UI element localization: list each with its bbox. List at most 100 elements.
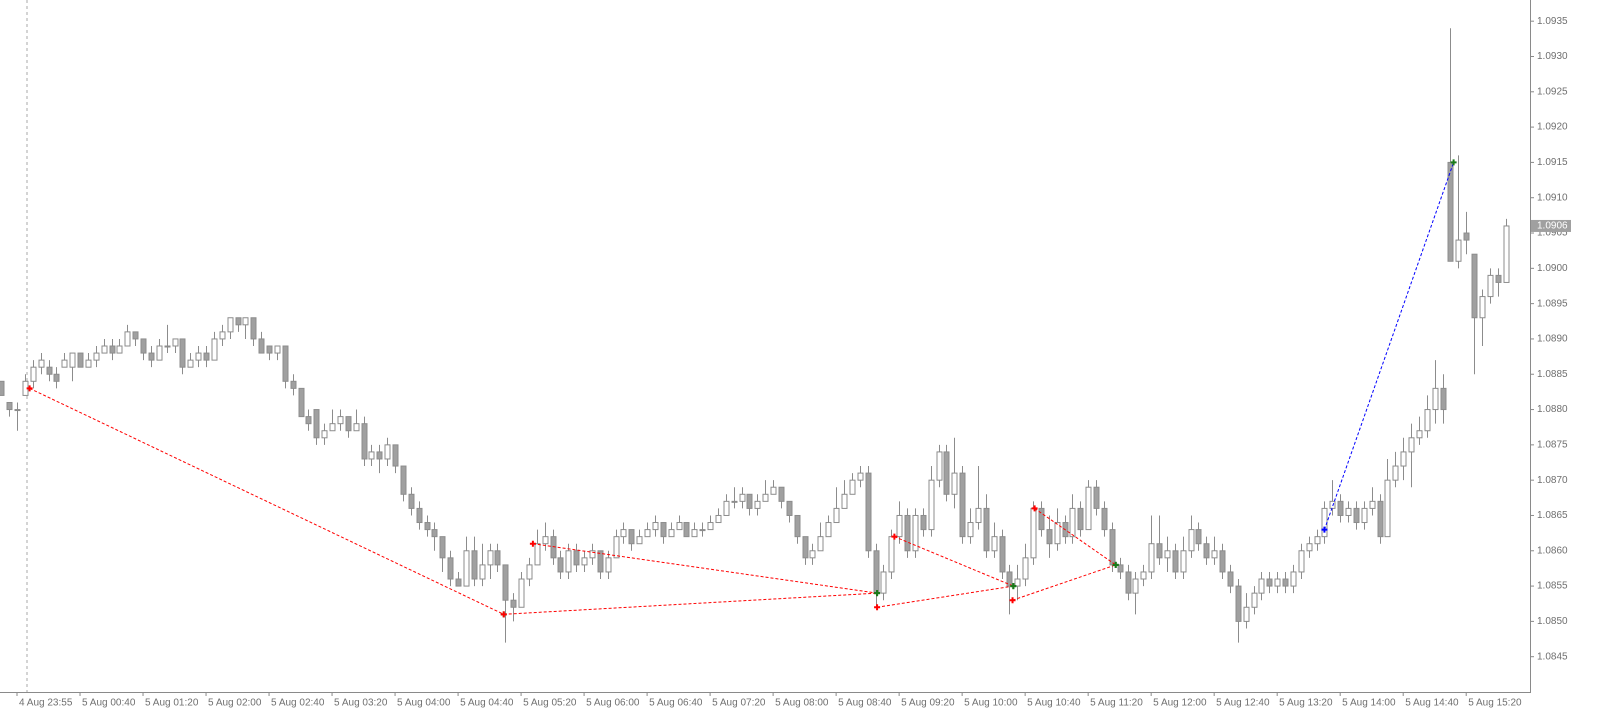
candle-body [1447, 161, 1454, 262]
candle-body [172, 338, 179, 347]
candle-body [337, 416, 344, 425]
candle-body [211, 338, 218, 361]
candle-body [502, 564, 509, 601]
x-tick-label: 5 Aug 06:00 [586, 698, 640, 709]
candle-body [416, 507, 423, 524]
x-tick-label: 5 Aug 14:40 [1405, 698, 1459, 709]
candle-body [1054, 522, 1061, 545]
candle-body [510, 599, 517, 608]
candle-body [912, 514, 919, 552]
trade-line [1034, 507, 1117, 566]
candle-body [1140, 571, 1147, 580]
y-tick-label: 1.0860 [1537, 545, 1568, 556]
candle-body [1030, 507, 1037, 559]
candle-body [1188, 529, 1195, 552]
candle-body [620, 529, 627, 538]
candle-body [1487, 274, 1494, 298]
candle-body [148, 352, 155, 361]
x-tick-label: 5 Aug 15:20 [1468, 698, 1522, 709]
y-tick-label: 1.0915 [1537, 157, 1568, 168]
candle-body [479, 564, 486, 580]
candle-body [77, 352, 84, 368]
trade-line [503, 592, 878, 615]
x-tick-label: 5 Aug 12:00 [1153, 698, 1207, 709]
candle-body [936, 451, 943, 481]
trade-marker [1031, 505, 1038, 512]
trade-line [29, 387, 504, 615]
y-tick-label: 1.0920 [1537, 122, 1568, 133]
candle-body [857, 472, 864, 481]
candle-body [526, 564, 533, 580]
trade-marker [874, 604, 881, 611]
candle-body [313, 409, 320, 439]
candle-body [676, 522, 683, 531]
candle-body [431, 529, 438, 538]
candle-body [739, 493, 746, 502]
candle-body [1408, 437, 1415, 453]
candle-body [274, 345, 281, 354]
candle-body [597, 550, 604, 573]
candle-body [392, 444, 399, 467]
candle-body [0, 380, 5, 396]
candle-body [203, 352, 210, 361]
candle-body [242, 317, 249, 326]
x-tick-label: 5 Aug 02:40 [271, 698, 325, 709]
candle-body [487, 550, 494, 566]
candle-body [1463, 232, 1470, 241]
candle-body [1117, 564, 1124, 573]
y-tick-label: 1.0870 [1537, 475, 1568, 486]
candle-body [329, 423, 336, 432]
y-tick-label: 1.0850 [1537, 616, 1568, 627]
y-tick-label: 1.0930 [1537, 51, 1568, 62]
candle-body [1298, 550, 1305, 573]
current-price-label: 1.0906 [1537, 221, 1568, 232]
candle-body [1274, 578, 1281, 587]
candle-body [1251, 592, 1258, 608]
y-tick-label: 1.0905 [1537, 228, 1568, 239]
candle-body [298, 387, 305, 418]
trade-marker [1450, 159, 1457, 166]
x-tick-label: 5 Aug 06:40 [649, 698, 703, 709]
candle-body [865, 472, 872, 552]
candle-body [1164, 550, 1171, 559]
candle-body [1361, 507, 1368, 524]
candle-body [258, 338, 265, 354]
candle-body [888, 536, 895, 573]
candle-body [975, 507, 982, 524]
candle-body [668, 529, 675, 538]
trade-marker [1010, 583, 1017, 590]
candle-body [1172, 550, 1179, 573]
candle-body [1203, 543, 1210, 559]
candle-body [1046, 529, 1053, 545]
candle-body [140, 338, 147, 354]
candle-body [1314, 536, 1321, 545]
candle-body [439, 536, 446, 559]
candle-body [1258, 578, 1265, 594]
candle-body [116, 345, 123, 354]
candle-body [1495, 274, 1502, 283]
candle-body [770, 486, 777, 495]
trade-marker [891, 533, 898, 540]
candle-body [1440, 387, 1447, 411]
candle-body [164, 345, 171, 348]
candle-body [542, 536, 549, 545]
candle-body [424, 522, 431, 531]
candle-body [794, 514, 801, 538]
x-tick-label: 5 Aug 01:20 [145, 698, 199, 709]
y-tick-label: 1.0880 [1537, 404, 1568, 415]
candle-body [1243, 606, 1250, 622]
candle-body [613, 536, 620, 559]
candle-body [1329, 500, 1336, 509]
candle-body [904, 514, 911, 552]
candle-body [825, 522, 832, 538]
x-tick-label: 5 Aug 05:20 [523, 698, 577, 709]
trade-line [894, 536, 1014, 587]
candle-body [841, 493, 848, 509]
candle-body [321, 430, 328, 439]
candle-body [573, 550, 580, 566]
y-tick-label: 1.0855 [1537, 581, 1568, 592]
candle-body [494, 550, 501, 566]
candle-body [873, 550, 880, 594]
